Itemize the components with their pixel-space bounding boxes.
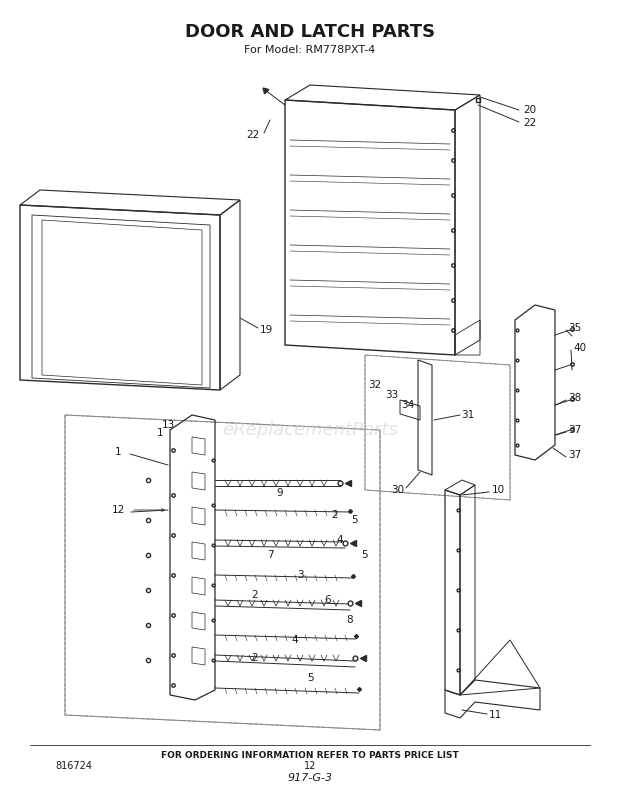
Text: 5: 5 <box>352 515 358 525</box>
Text: 12: 12 <box>304 761 316 771</box>
Text: FOR ORDERING INFORMATION REFER TO PARTS PRICE LIST: FOR ORDERING INFORMATION REFER TO PARTS … <box>161 751 459 761</box>
Text: 22: 22 <box>246 130 260 140</box>
Text: 4: 4 <box>337 535 343 545</box>
Text: 917-G-3: 917-G-3 <box>288 773 332 783</box>
Text: 6: 6 <box>325 595 331 605</box>
Text: 5: 5 <box>361 550 368 560</box>
Text: 1: 1 <box>115 447 122 457</box>
Text: 4: 4 <box>291 635 298 645</box>
Text: 7: 7 <box>267 550 273 560</box>
Text: 1: 1 <box>157 428 163 438</box>
Text: 2: 2 <box>252 590 259 600</box>
Text: For Model: RM778PXT-4: For Model: RM778PXT-4 <box>244 45 376 55</box>
Text: 19: 19 <box>260 325 273 335</box>
Text: 5: 5 <box>307 673 313 683</box>
Text: 11: 11 <box>489 710 502 720</box>
Text: 2: 2 <box>252 653 259 663</box>
Text: 30: 30 <box>391 485 405 495</box>
Text: 33: 33 <box>386 390 399 400</box>
Text: 40: 40 <box>574 343 587 353</box>
Text: 38: 38 <box>569 393 582 403</box>
Text: 2: 2 <box>332 510 339 520</box>
Text: 22: 22 <box>523 118 537 128</box>
Text: eReplacementParts: eReplacementParts <box>222 421 398 439</box>
Text: 37: 37 <box>569 425 582 435</box>
Text: 31: 31 <box>461 410 475 420</box>
Text: 8: 8 <box>347 615 353 625</box>
Text: 10: 10 <box>492 485 505 495</box>
Text: 35: 35 <box>569 323 582 333</box>
Text: 13: 13 <box>161 420 175 430</box>
Text: 9: 9 <box>277 488 283 498</box>
Text: 12: 12 <box>112 505 125 515</box>
Text: 20: 20 <box>523 105 536 115</box>
Text: 37: 37 <box>569 450 582 460</box>
Text: 3: 3 <box>297 570 303 580</box>
Text: 32: 32 <box>368 380 382 390</box>
Text: 34: 34 <box>401 400 415 410</box>
Text: DOOR AND LATCH PARTS: DOOR AND LATCH PARTS <box>185 23 435 41</box>
Text: 816724: 816724 <box>55 761 92 771</box>
